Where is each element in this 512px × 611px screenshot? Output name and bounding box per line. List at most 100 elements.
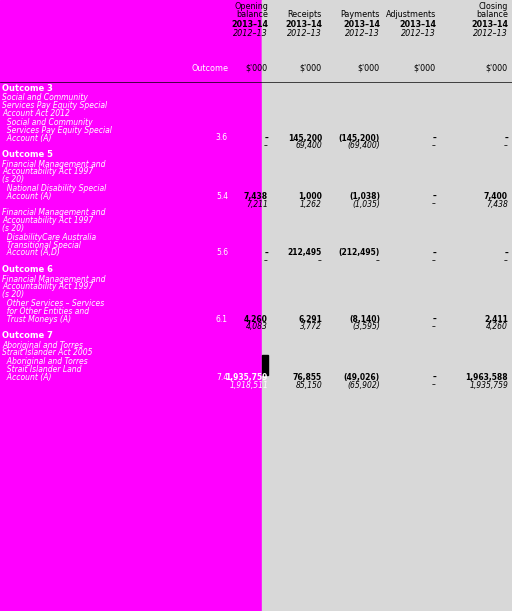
Text: (3,595): (3,595) xyxy=(352,322,380,331)
Text: Closing: Closing xyxy=(479,2,508,11)
Text: Other Services – Services: Other Services – Services xyxy=(2,299,104,308)
Text: 2012–13: 2012–13 xyxy=(233,29,268,38)
Text: 2012–13: 2012–13 xyxy=(345,29,380,38)
Text: 7,211: 7,211 xyxy=(246,200,268,208)
Bar xyxy=(262,0,512,611)
Text: Account Act 2012: Account Act 2012 xyxy=(2,109,70,118)
Text: –: – xyxy=(432,315,436,323)
Text: 7,438: 7,438 xyxy=(244,192,268,201)
Text: $'000: $'000 xyxy=(358,64,380,73)
Text: 7,400: 7,400 xyxy=(484,192,508,201)
Text: –: – xyxy=(432,141,436,150)
Text: Strait Islander Act 2005: Strait Islander Act 2005 xyxy=(2,348,93,357)
Text: (145,200): (145,200) xyxy=(339,133,380,142)
Text: Outcome 6: Outcome 6 xyxy=(2,265,53,274)
Text: $'000: $'000 xyxy=(486,64,508,73)
Text: 2,411: 2,411 xyxy=(484,315,508,323)
Text: 2013–14: 2013–14 xyxy=(399,20,436,29)
Text: (1,035): (1,035) xyxy=(352,200,380,208)
Text: –: – xyxy=(504,256,508,265)
Text: Receipts: Receipts xyxy=(288,10,322,19)
Text: 7.4: 7.4 xyxy=(216,373,228,382)
Text: Aboriginal and Torres: Aboriginal and Torres xyxy=(2,340,83,349)
Text: Adjustments: Adjustments xyxy=(386,10,436,19)
Text: Financial Management and: Financial Management and xyxy=(2,159,105,169)
Text: –: – xyxy=(376,256,380,265)
Text: 4,260: 4,260 xyxy=(244,315,268,323)
Text: $'000: $'000 xyxy=(414,64,436,73)
Bar xyxy=(262,355,268,375)
Text: 1,918,511: 1,918,511 xyxy=(229,381,268,390)
Text: –: – xyxy=(432,192,436,201)
Text: Accountability Act 1997: Accountability Act 1997 xyxy=(2,282,93,291)
Text: –: – xyxy=(504,133,508,142)
Text: –: – xyxy=(264,133,268,142)
Text: –: – xyxy=(432,256,436,265)
Text: Account (A): Account (A) xyxy=(2,373,52,382)
Text: –: – xyxy=(504,249,508,257)
Text: balance: balance xyxy=(476,10,508,19)
Text: Accountability Act 1997: Accountability Act 1997 xyxy=(2,167,93,177)
Text: (8,140): (8,140) xyxy=(349,315,380,323)
Text: balance: balance xyxy=(236,10,268,19)
Text: Outcome 7: Outcome 7 xyxy=(2,331,53,340)
Text: Outcome: Outcome xyxy=(191,64,228,73)
Text: Social and Community: Social and Community xyxy=(2,93,88,103)
Text: (1,038): (1,038) xyxy=(349,192,380,201)
Text: 5.6: 5.6 xyxy=(216,249,228,257)
Text: –: – xyxy=(264,256,268,265)
Text: Accountability Act 1997: Accountability Act 1997 xyxy=(2,216,93,225)
Text: –: – xyxy=(264,141,268,150)
Text: 6,291: 6,291 xyxy=(298,315,322,323)
Text: 1,262: 1,262 xyxy=(300,200,322,208)
Text: Trust Moneys (A): Trust Moneys (A) xyxy=(2,315,71,323)
Text: Outcome 3: Outcome 3 xyxy=(2,84,53,93)
Text: –: – xyxy=(504,141,508,150)
Bar xyxy=(262,0,512,82)
Text: Transitional Special: Transitional Special xyxy=(2,241,81,250)
Text: 5.4: 5.4 xyxy=(216,192,228,201)
Text: 2013–14: 2013–14 xyxy=(471,20,508,29)
Text: –: – xyxy=(432,133,436,142)
Text: 4,083: 4,083 xyxy=(246,322,268,331)
Text: 2012–13: 2012–13 xyxy=(287,29,322,38)
Text: 85,150: 85,150 xyxy=(295,381,322,390)
Text: Payments: Payments xyxy=(340,10,380,19)
Text: 2012–13: 2012–13 xyxy=(473,29,508,38)
Text: Services Pay Equity Special: Services Pay Equity Special xyxy=(2,126,112,134)
Text: (212,495): (212,495) xyxy=(339,249,380,257)
Text: 3,772: 3,772 xyxy=(300,322,322,331)
Text: (s 20): (s 20) xyxy=(2,224,24,233)
Text: Financial Management and: Financial Management and xyxy=(2,274,105,284)
Text: Outcome 5: Outcome 5 xyxy=(2,150,53,159)
Text: 1,963,588: 1,963,588 xyxy=(465,373,508,382)
Text: DisabilityCare Australia: DisabilityCare Australia xyxy=(2,233,96,242)
Text: 212,495: 212,495 xyxy=(288,249,322,257)
Text: Social and Community: Social and Community xyxy=(2,118,93,127)
Text: Services Pay Equity Special: Services Pay Equity Special xyxy=(2,101,107,111)
Text: 7,438: 7,438 xyxy=(486,200,508,208)
Text: –: – xyxy=(264,249,268,257)
Text: $'000: $'000 xyxy=(300,64,322,73)
Text: 4,260: 4,260 xyxy=(486,322,508,331)
Text: (65,902): (65,902) xyxy=(347,381,380,390)
Text: Financial Management and: Financial Management and xyxy=(2,208,105,218)
Text: National Disability Special: National Disability Special xyxy=(2,184,106,193)
Text: Strait Islander Land: Strait Islander Land xyxy=(2,365,81,374)
Text: 6.1: 6.1 xyxy=(216,315,228,323)
Text: 69,400: 69,400 xyxy=(295,141,322,150)
Text: –: – xyxy=(432,381,436,390)
Text: 2013–14: 2013–14 xyxy=(231,20,268,29)
Text: Aboriginal and Torres: Aboriginal and Torres xyxy=(2,357,88,366)
Text: 2012–13: 2012–13 xyxy=(401,29,436,38)
Text: –: – xyxy=(432,322,436,331)
Text: 2013–14: 2013–14 xyxy=(343,20,380,29)
Text: –: – xyxy=(432,249,436,257)
Text: –: – xyxy=(432,200,436,208)
Text: $'000: $'000 xyxy=(246,64,268,73)
Text: (s 20): (s 20) xyxy=(2,290,24,299)
Text: (s 20): (s 20) xyxy=(2,175,24,184)
Text: (49,026): (49,026) xyxy=(344,373,380,382)
Text: 1,000: 1,000 xyxy=(298,192,322,201)
Text: Opening: Opening xyxy=(234,2,268,11)
